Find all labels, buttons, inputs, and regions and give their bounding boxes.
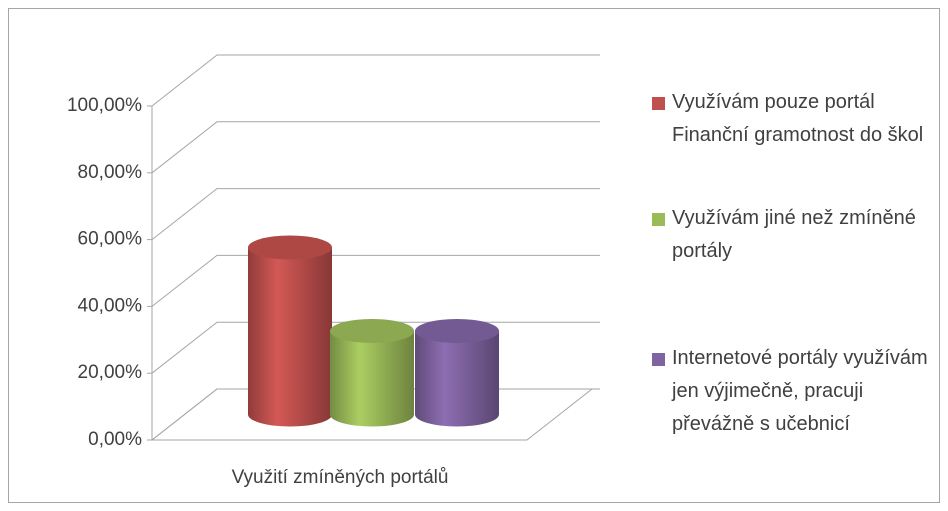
bar-top: [248, 235, 332, 260]
legend-entry: Internetové portály využívám jen výjimeč…: [652, 342, 942, 441]
legend-entry: Využívám pouze portál Finanční gramotnos…: [652, 86, 942, 152]
y-tick-label: 20,00%: [78, 362, 143, 383]
bar: [330, 331, 414, 427]
y-tick-label: 100,00%: [67, 95, 142, 116]
legend-swatch: [652, 97, 665, 110]
bar-top: [415, 319, 499, 343]
legend-swatch: [652, 213, 665, 226]
y-tick-label: 40,00%: [78, 295, 143, 316]
y-tick-label: 0,00%: [88, 429, 142, 450]
legend-label: Využívám pouze portál Finanční gramotnos…: [672, 91, 924, 146]
grid-line: [151, 254, 600, 307]
bar-top: [330, 319, 414, 343]
legend-swatch: [652, 353, 665, 366]
grid-line: [151, 54, 600, 107]
grid-line: [151, 188, 600, 240]
y-tick-label: 80,00%: [78, 162, 143, 183]
legend-label: Internetové portály využívám jen výjimeč…: [672, 347, 928, 435]
legend-entry: Využívám jiné než zmíněné portály: [652, 202, 942, 268]
legend-label: Využívám jiné než zmíněné portály: [672, 207, 916, 262]
y-tick-label: 60,00%: [78, 229, 143, 250]
grid-line: [151, 121, 600, 174]
x-tick-label: Využití zmíněných portálů: [232, 467, 449, 488]
bar: [248, 247, 332, 427]
bar: [415, 331, 499, 427]
